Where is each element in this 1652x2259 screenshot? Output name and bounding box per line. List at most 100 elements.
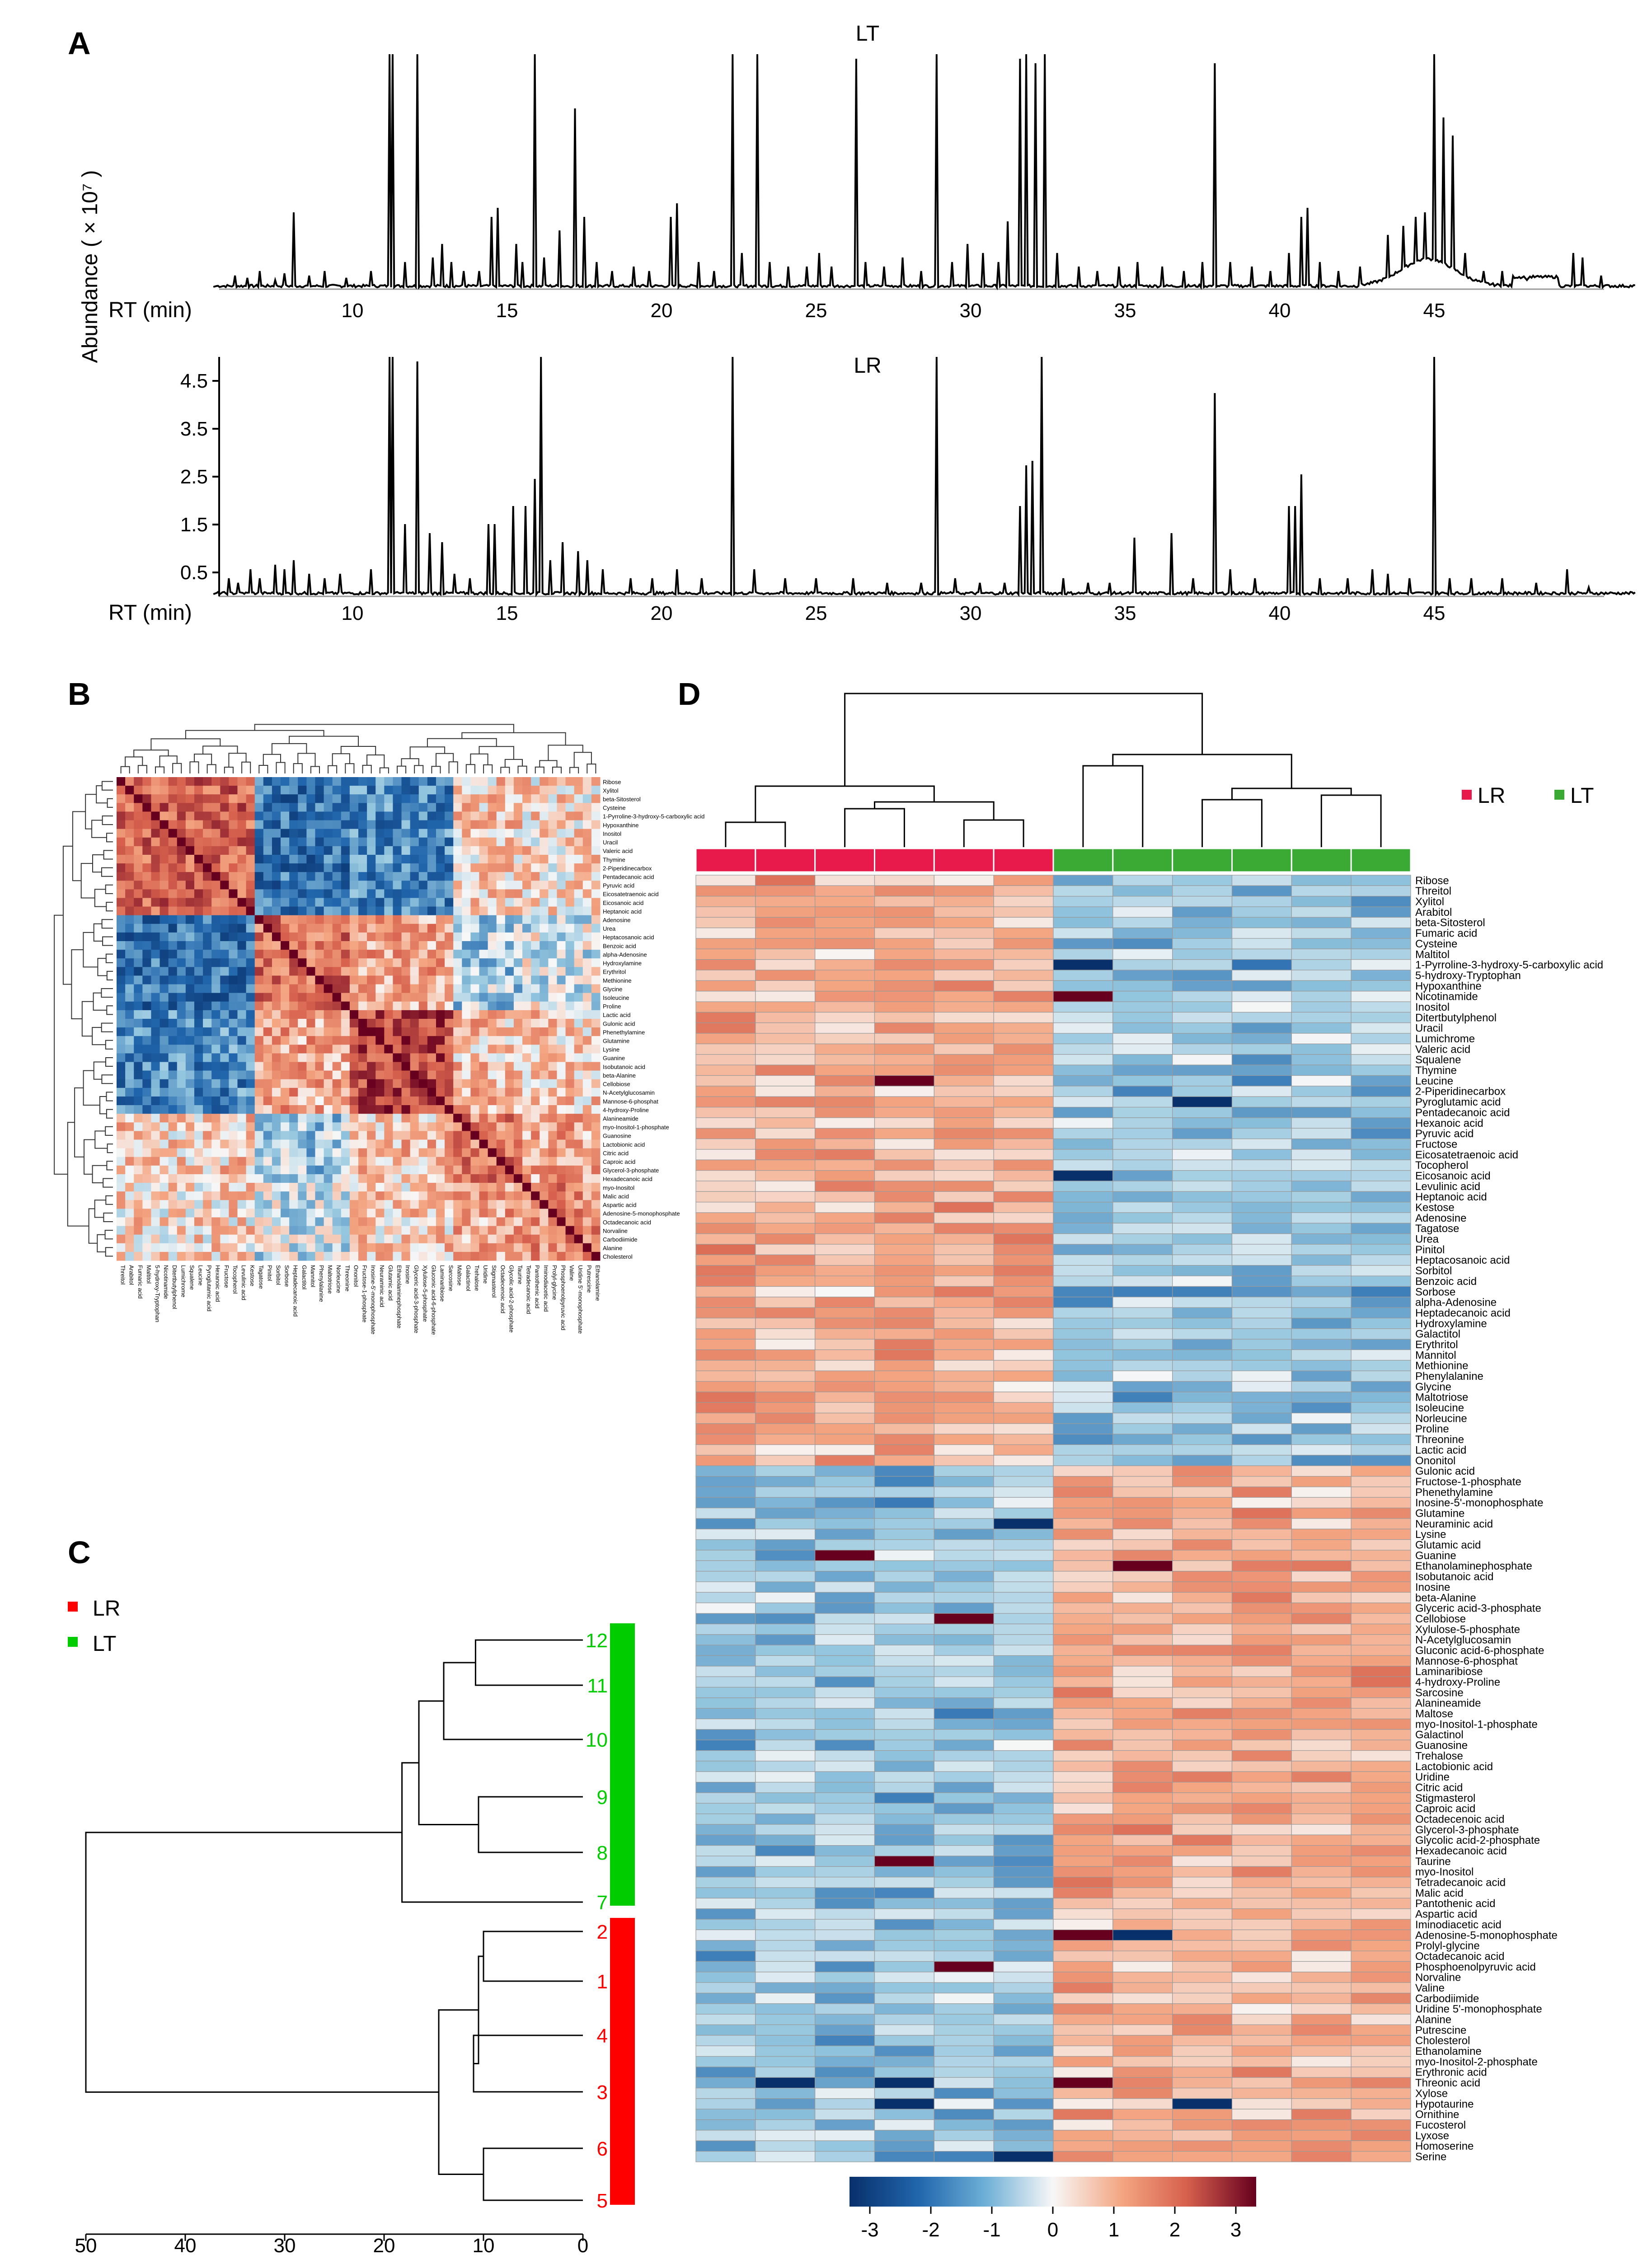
heatmap-cell <box>874 1244 934 1255</box>
corr-cell <box>410 881 419 890</box>
heatmap-cell <box>695 1434 756 1445</box>
heatmap-cell <box>815 2130 875 2141</box>
corr-cell <box>574 803 583 812</box>
corr-cell <box>522 854 531 864</box>
corr-cell <box>289 811 298 821</box>
corr-cell <box>574 923 583 933</box>
heatmap-cell <box>993 1159 1054 1171</box>
heatmap-cell <box>1291 1581 1352 1593</box>
corr-cell <box>418 915 428 924</box>
corr-cell <box>574 863 583 872</box>
heatmap-cell <box>1291 1929 1352 1941</box>
heatmap-cell <box>1351 1950 1411 1962</box>
corr-cell <box>591 975 601 985</box>
corr-cell <box>324 786 333 795</box>
corr-cell <box>384 846 393 855</box>
corr-cell <box>445 854 454 864</box>
leaf-label-5: 5 <box>597 2190 608 2212</box>
corr-cell <box>574 1070 583 1080</box>
corr-cell <box>410 1036 419 1045</box>
corr-cell <box>522 1019 531 1028</box>
heatmap-cell <box>1351 1412 1411 1424</box>
corr-cell <box>375 1165 385 1175</box>
corr-cell <box>436 1200 445 1209</box>
corr-cell <box>341 854 350 864</box>
corr-cell <box>203 872 212 881</box>
corr-cell <box>375 811 385 821</box>
corr-cell <box>341 1001 350 1011</box>
corr-cell <box>229 1079 238 1088</box>
corr-cell <box>289 1087 298 1097</box>
metabolite-label: Serine <box>1415 2151 1446 2163</box>
heatmap-cell <box>695 948 756 960</box>
corr-cell <box>557 1251 566 1261</box>
corr-cell <box>565 1114 575 1123</box>
heatmap-cell <box>934 1898 994 1909</box>
corr-cell <box>237 1174 247 1183</box>
heatmap-cell <box>1231 1486 1292 1498</box>
corr-cell <box>168 1027 178 1036</box>
heatmap-cell <box>1172 1202 1233 1213</box>
heatmap-cell <box>1172 1043 1233 1055</box>
corr-cell <box>540 820 549 830</box>
corr-cell <box>324 863 333 872</box>
heatmap-cell <box>755 1550 816 1561</box>
heatmap-cell <box>1172 1054 1233 1065</box>
corr-cell <box>384 1209 393 1218</box>
heatmap-cell <box>1351 1982 1411 1994</box>
corr-cell <box>453 923 462 933</box>
metabolite-label: Glutamic acid <box>1415 1539 1481 1551</box>
corr-cell <box>324 1234 333 1244</box>
metabolite-label: Tetradecanoic acid <box>1415 1877 1506 1889</box>
corr-cell <box>142 1053 151 1063</box>
corr-cell <box>591 829 601 838</box>
corr-cell <box>289 1157 298 1166</box>
corr-cell <box>384 786 393 795</box>
heatmap-cell <box>1112 1877 1173 1888</box>
heatmap-cell <box>1112 1297 1173 1308</box>
corr-cell <box>289 889 298 898</box>
corr-cell <box>496 1010 506 1019</box>
corr-cell <box>375 829 385 838</box>
corr-cell <box>125 1157 134 1166</box>
corr-cell <box>496 820 506 830</box>
legend-label-lr: LR <box>93 1597 120 1621</box>
heatmap-cell <box>1172 1581 1233 1593</box>
corr-cell <box>375 1183 385 1192</box>
corr-cell <box>332 829 342 838</box>
heatmap-cell <box>874 1434 934 1445</box>
corr-cell <box>324 811 333 821</box>
corr-cell <box>496 932 506 942</box>
heatmap-cell <box>874 1750 934 1762</box>
correlation-col-labels: Threitol Arabitol Fumaric acid Maltitol 5-hy… <box>120 1265 601 1335</box>
heatmap-cell <box>934 1106 994 1118</box>
corr-cell <box>427 1139 436 1149</box>
corr-cell <box>522 975 531 985</box>
corr-cell <box>246 984 255 994</box>
corr-cell <box>453 1174 462 1183</box>
corr-cell <box>211 1200 221 1209</box>
corr-cell <box>565 1234 575 1244</box>
corr-cell <box>324 950 333 959</box>
heatmap-cell <box>1172 1170 1233 1181</box>
corr-cell <box>298 863 307 872</box>
corr-cell <box>324 1079 333 1088</box>
corr-cell <box>427 1019 436 1028</box>
corr-cell <box>281 1148 290 1158</box>
heatmap-cell <box>815 938 875 950</box>
corr-cell <box>315 1243 324 1252</box>
corr-cell <box>134 1087 143 1097</box>
heatmap-cell <box>874 1159 934 1171</box>
heatmap-cell <box>1053 2067 1113 2078</box>
heatmap-cell <box>695 1297 756 1308</box>
corr-cell <box>160 906 169 916</box>
heatmap-cell <box>755 1687 816 1698</box>
corr-cell <box>168 1243 178 1252</box>
heatmap-cell <box>934 1265 994 1276</box>
corr-cell <box>177 1191 186 1200</box>
heatmap-cell <box>993 1655 1054 1667</box>
corr-cell <box>548 846 557 855</box>
corr-cell <box>272 854 281 864</box>
corr-cell <box>142 1157 151 1166</box>
heatmap-cell <box>1231 1771 1292 1783</box>
